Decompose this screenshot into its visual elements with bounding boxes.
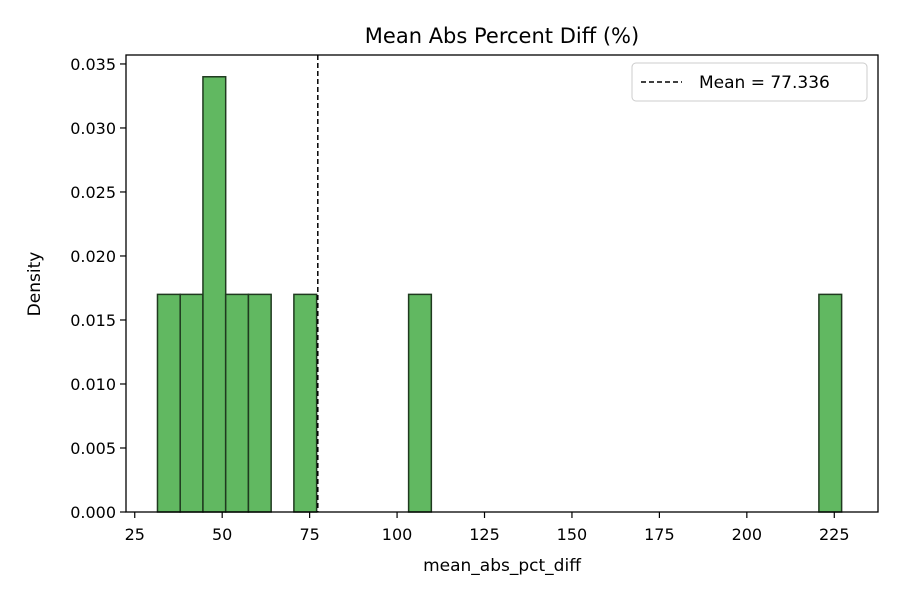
plot-frame: [125, 54, 879, 513]
y-tick-label-1: 0.005: [70, 439, 116, 458]
x-tick-label-2: 75: [299, 525, 319, 544]
x-tick-label-3: 100: [382, 525, 413, 544]
x-axis-label: mean_abs_pct_diff: [423, 556, 582, 576]
x-tick-label-7: 200: [732, 525, 763, 544]
y-axis-label: Density: [25, 252, 45, 317]
histogram-bar-7: [818, 293, 843, 513]
histogram-bar-5: [293, 293, 318, 513]
y-tick-label-6: 0.030: [70, 119, 116, 138]
x-tick-label-1: 50: [212, 525, 232, 544]
legend-box: [631, 62, 868, 102]
chart-title: Mean Abs Percent Diff (%): [365, 24, 639, 48]
y-tick-label-0: 0.000: [70, 503, 116, 522]
histogram-bar-0: [156, 293, 181, 513]
legend: Mean = 77.336: [631, 62, 868, 102]
x-tick-label-4: 125: [469, 525, 500, 544]
x-tick-label-8: 225: [819, 525, 850, 544]
y-tick-label-4: 0.020: [70, 247, 116, 266]
y-axis-ticks: 0.000 0.005 0.010 0.015 0.020 0.025 0.030 0.035: [70, 55, 126, 522]
histogram-bar-4: [247, 293, 272, 513]
y-tick-label-3: 0.015: [70, 311, 116, 330]
x-tick-label-5: 150: [557, 525, 588, 544]
histogram-bar-1: [179, 293, 204, 513]
histogram-bars: [156, 76, 843, 513]
histogram-bar-2: [202, 76, 227, 513]
y-tick-label-7: 0.035: [70, 55, 116, 74]
y-tick-label-2: 0.010: [70, 375, 116, 394]
x-tick-label-0: 25: [125, 525, 145, 544]
x-axis-ticks: 25 50 75 100 125 150 175 200 225: [125, 512, 850, 544]
histogram-bar-6: [407, 293, 433, 513]
x-tick-label-6: 175: [644, 525, 675, 544]
legend-mean-label: Mean = 77.336: [699, 73, 830, 93]
y-tick-label-5: 0.025: [70, 183, 116, 202]
histogram-bar-3: [224, 293, 250, 513]
